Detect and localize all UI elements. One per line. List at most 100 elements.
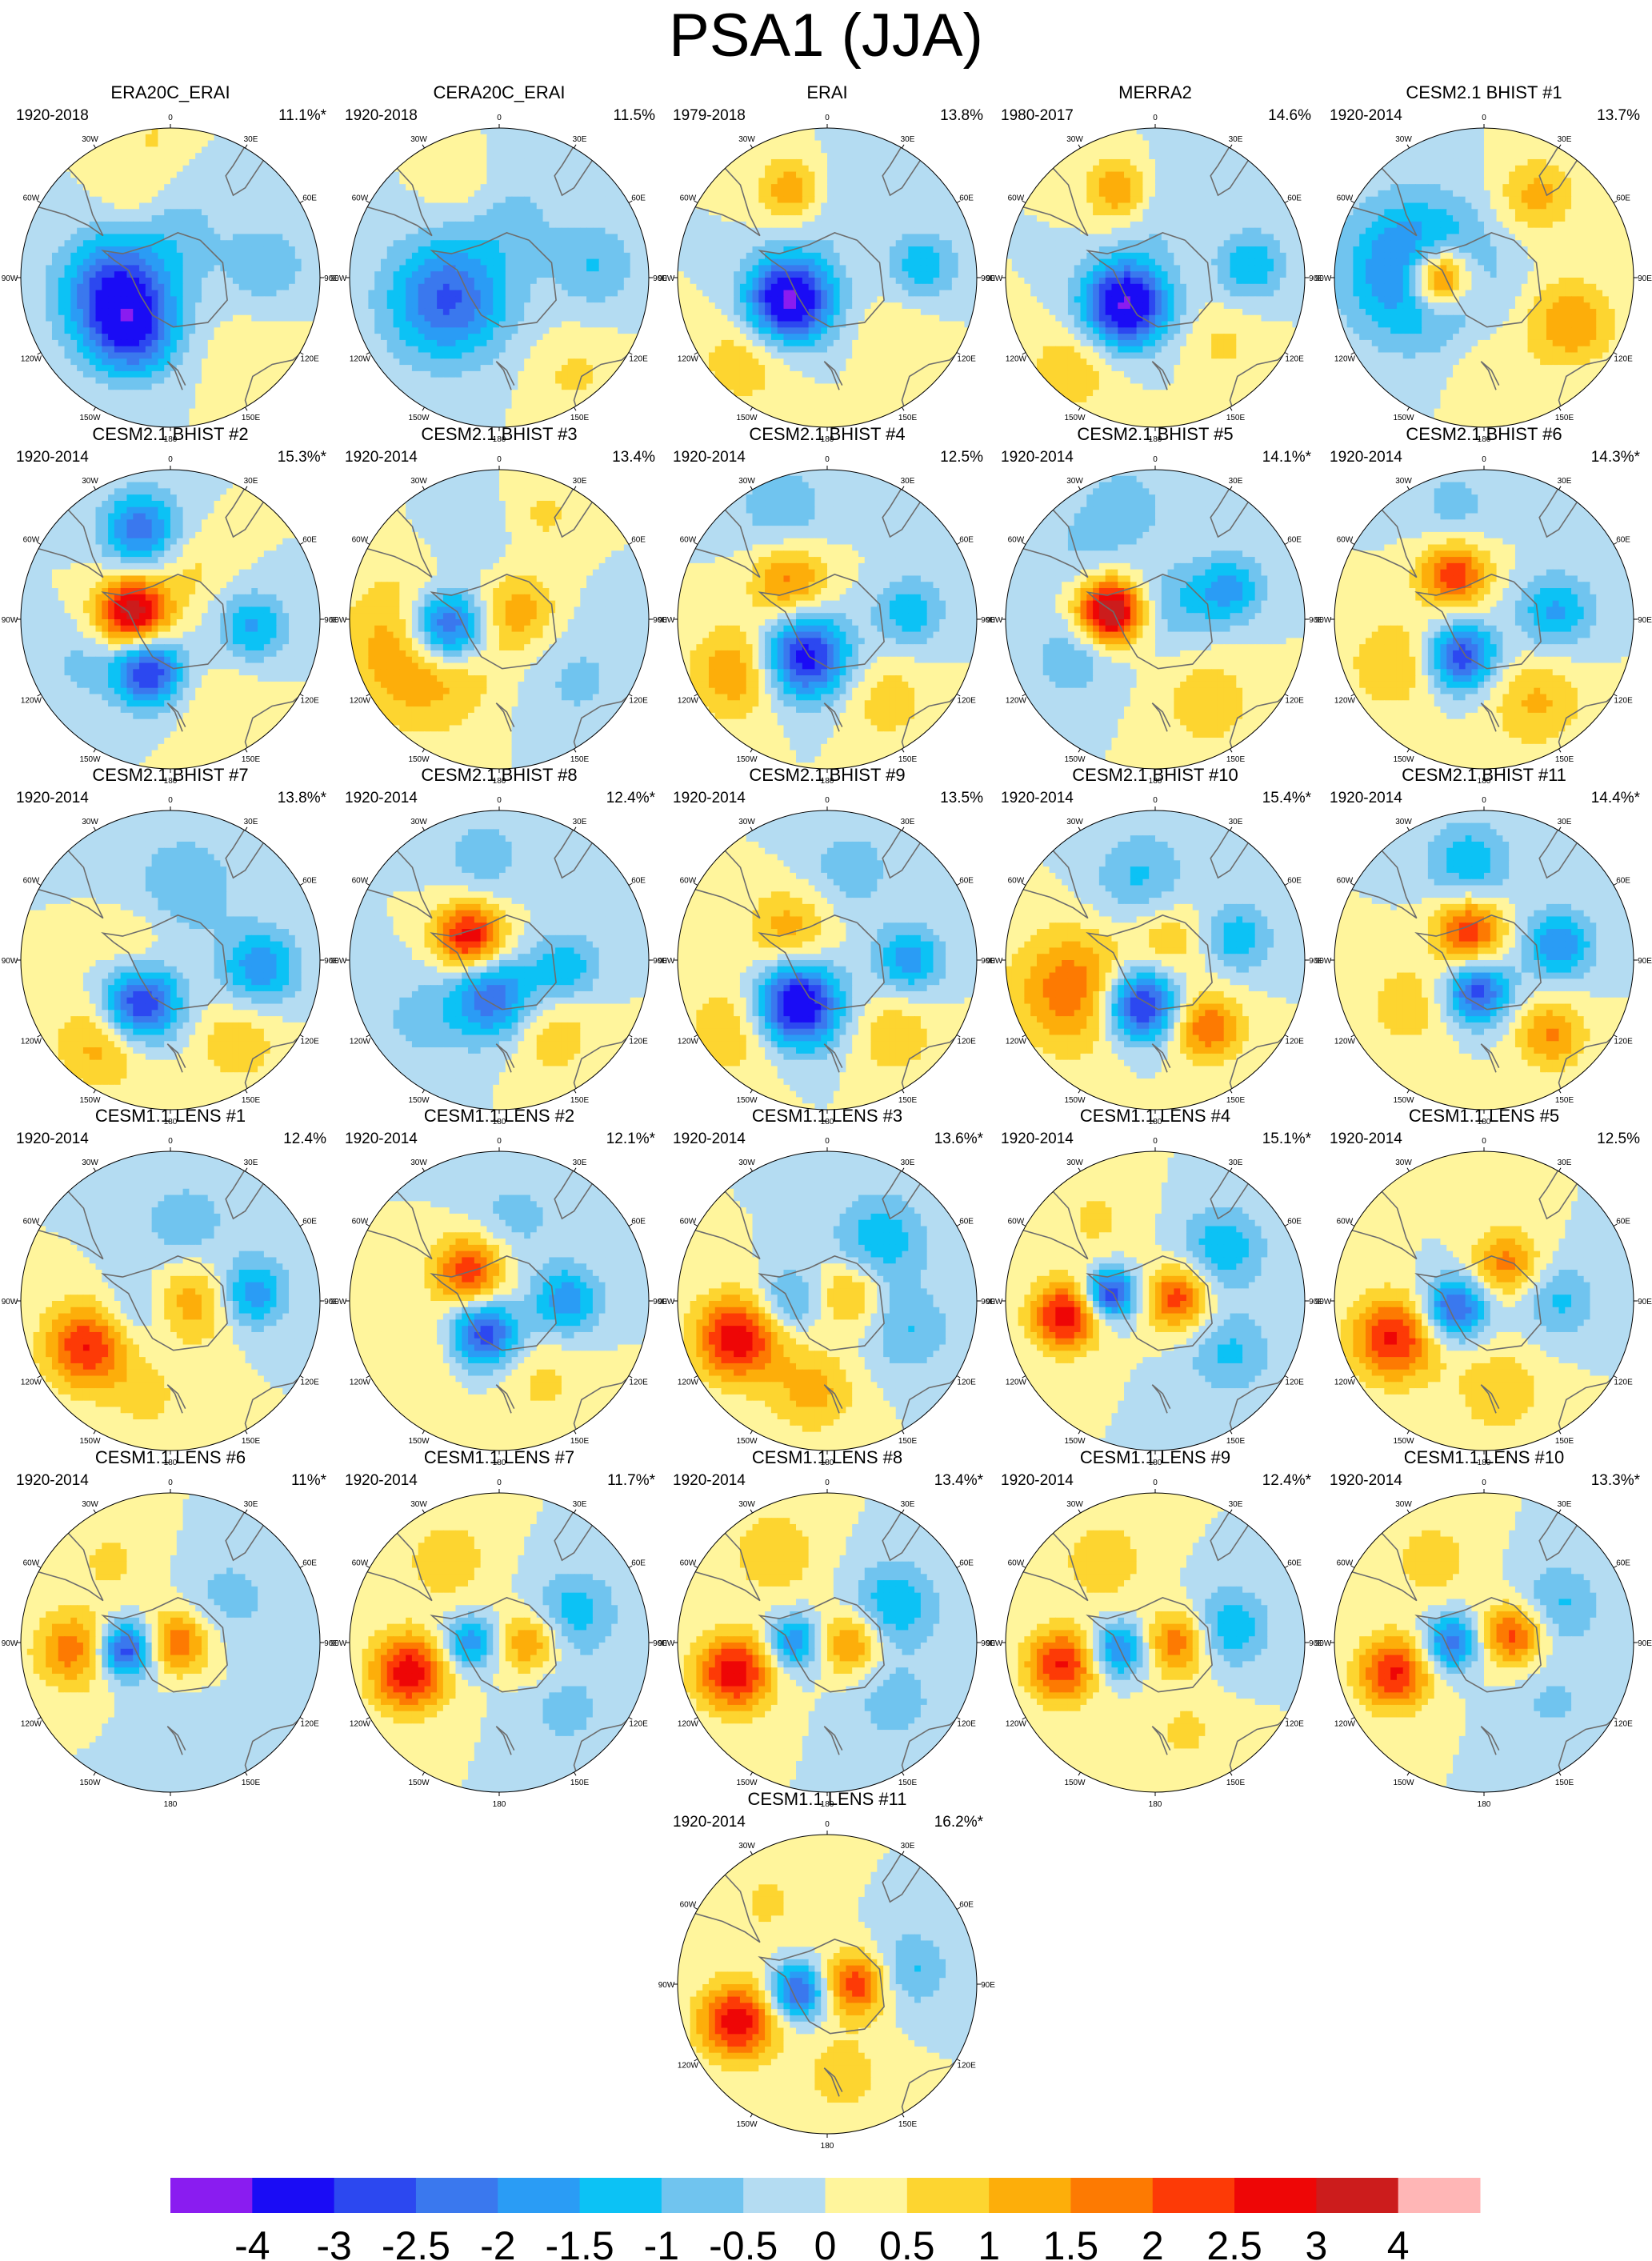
colorbar-tick-label: -2 xyxy=(480,2223,515,2261)
lon-tick-label: 180 xyxy=(164,1800,178,1809)
lon-tick-label: 120W xyxy=(1006,1379,1027,1387)
panel-title: CESM2.1 BHIST #10 xyxy=(1072,765,1238,785)
lon-tick-label: 60E xyxy=(1287,1218,1302,1227)
lon-tick-label: 120E xyxy=(1614,1038,1633,1046)
lon-tick-label: 120W xyxy=(1006,1720,1027,1729)
map-panel: 0 30E 60E 90E 120E 150E 180 150W 120W 90W 60W 30W CE… xyxy=(2,1447,339,1809)
lon-tick-label: 30E xyxy=(244,135,258,144)
lon-tick-label: 60E xyxy=(1616,1559,1630,1568)
lon-tick-label: 60E xyxy=(1616,877,1630,886)
coastlines xyxy=(352,1510,634,1790)
lon-tick-label: 30E xyxy=(901,477,915,486)
lon-tick-label: 60E xyxy=(1616,536,1630,545)
lon-tick-label: 90E xyxy=(1638,1298,1652,1307)
coastlines xyxy=(23,486,306,766)
lon-tick-label: 180 xyxy=(164,1459,178,1467)
lon-tick-label: 60W xyxy=(1008,1218,1025,1227)
lon-tick-label: 30E xyxy=(573,1500,587,1509)
lon-tick-label: 150W xyxy=(408,1437,430,1446)
lon-tick-label: 60W xyxy=(23,194,40,203)
colorbar-swatch xyxy=(1398,2178,1481,2213)
lon-tick-label: 60E xyxy=(959,194,974,203)
lon-tick-label: 30E xyxy=(1229,135,1243,144)
lon-tick-label: 60E xyxy=(1287,1559,1302,1568)
lon-tick-label: 0 xyxy=(497,1479,502,1487)
lon-tick-label: 120E xyxy=(1285,1720,1304,1729)
lon-tick-label: 90W xyxy=(1315,957,1332,966)
lon-tick-label: 30E xyxy=(1558,1159,1572,1167)
field-shading xyxy=(350,1493,649,1792)
lon-tick-label: 30E xyxy=(573,818,587,826)
lon-tick-label: 150W xyxy=(79,1437,101,1446)
lon-tick-label: 180 xyxy=(164,435,178,444)
lon-tick-label: 60W xyxy=(1337,194,1354,203)
lon-tick-label: 180 xyxy=(1478,1800,1491,1809)
panel-title: CESM2.1 BHIST #9 xyxy=(749,765,905,785)
lon-tick-label: 60E xyxy=(631,877,646,886)
lon-tick-label: 120W xyxy=(21,1720,42,1729)
coastlines xyxy=(1337,1168,1619,1448)
lon-tick-label: 150W xyxy=(1393,755,1414,764)
lon-tick-label: 120E xyxy=(957,1038,976,1046)
lon-tick-label: 30E xyxy=(1558,477,1572,486)
lon-tick-label: 120E xyxy=(629,697,648,706)
lon-tick-label: 180 xyxy=(821,2142,834,2151)
map-panel: 0 30E 60E 90E 120E 150E 180 150W 120W 90W 60W 30W CE… xyxy=(2,1106,339,1467)
colorbar-swatch xyxy=(1234,2178,1317,2213)
panel-variance: 11%* xyxy=(291,1472,327,1489)
figure-title: PSA1 (JJA) xyxy=(0,0,1652,72)
lon-tick-label: 150E xyxy=(1226,1779,1246,1787)
colorbar-tick-label: 4 xyxy=(1387,2223,1410,2261)
lon-tick-label: 120E xyxy=(957,355,976,364)
panel-period: 1920-2014 xyxy=(673,1814,746,1831)
lon-tick-label: 90E xyxy=(653,616,667,625)
panel-variance: 11.1%* xyxy=(278,107,326,124)
map-panel: 0 30E 60E 90E 120E 150E 180 150W 120W 90W 60W 30W CE… xyxy=(1315,1447,1652,1809)
panel-period: 1920-2018 xyxy=(16,107,89,124)
lon-tick-label: 0 xyxy=(497,1137,502,1146)
panel-title: CESM2.1 BHIST #11 xyxy=(1402,765,1566,785)
lon-tick-label: 120W xyxy=(1334,1720,1356,1729)
lon-tick-label: 90W xyxy=(658,616,675,625)
lon-tick-label: 30E xyxy=(1229,1159,1243,1167)
map-panel: 0 30E 60E 90E 120E 150E 180 150W 120W 90W 60W 30W CE… xyxy=(986,1447,1324,1809)
coastlines xyxy=(1008,827,1290,1107)
lon-tick-label: 120W xyxy=(1006,697,1027,706)
lon-tick-label: 90E xyxy=(981,1981,995,1990)
colorbar-swatch xyxy=(825,2178,908,2213)
field-shading xyxy=(350,1151,649,1451)
lon-tick-label: 120E xyxy=(1285,1038,1304,1046)
lon-tick-label: 150W xyxy=(1064,414,1086,422)
lon-tick-label: 150E xyxy=(242,1096,261,1105)
lon-tick-label: 30W xyxy=(1066,818,1083,826)
coastlines xyxy=(352,827,634,1107)
lon-tick-label: 90E xyxy=(1309,616,1323,625)
lon-tick-label: 90E xyxy=(324,1298,338,1307)
coastlines xyxy=(1337,486,1619,766)
coastlines xyxy=(352,1168,634,1448)
lon-tick-label: 120E xyxy=(1285,355,1304,364)
lon-tick-label: 60E xyxy=(1287,536,1302,545)
lon-tick-label: 60W xyxy=(352,194,369,203)
field-shading xyxy=(1006,1493,1305,1792)
lon-tick-label: 180 xyxy=(821,435,834,444)
lon-tick-label: 180 xyxy=(1478,777,1491,786)
panel-variance: 11.7%* xyxy=(607,1472,655,1489)
lon-tick-label: 60E xyxy=(1287,194,1302,203)
map-panel: 0 30E 60E 90E 120E 150E 180 150W 120W 90W 60W 30W CE… xyxy=(330,1447,668,1809)
lon-tick-label: 150W xyxy=(408,1779,430,1787)
lon-tick-label: 120W xyxy=(350,1038,371,1046)
lon-tick-label: 90W xyxy=(658,1298,675,1307)
panel-title: CESM1.1 LENS #11 xyxy=(748,1789,907,1809)
lon-tick-label: 90W xyxy=(330,957,347,966)
lon-tick-label: 150W xyxy=(736,1779,758,1787)
lon-tick-label: 120W xyxy=(21,355,42,364)
lon-tick-label: 0 xyxy=(825,1137,830,1146)
map-panel: 0 30E 60E 90E 120E 150E 180 150W 120W 90W 60W 30W CE… xyxy=(2,765,339,1126)
lon-tick-label: 90W xyxy=(986,616,1003,625)
panel-title: ERAI xyxy=(806,82,847,102)
lon-tick-label: 30W xyxy=(738,135,755,144)
panel-variance: 16.2%* xyxy=(934,1814,984,1831)
lon-tick-label: 60E xyxy=(631,1559,646,1568)
lon-tick-label: 120E xyxy=(629,1720,648,1729)
